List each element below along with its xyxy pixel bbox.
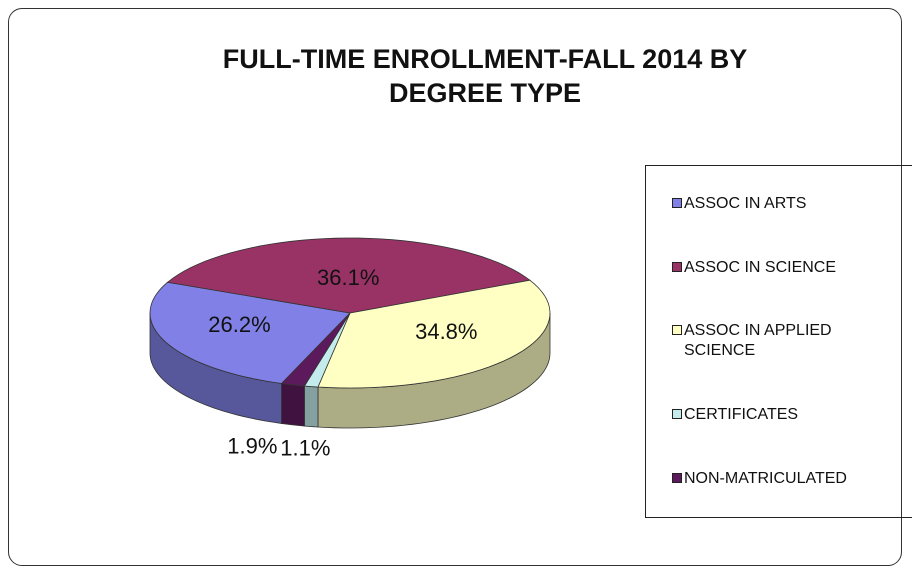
data-label: 26.2% [208,312,270,337]
data-label: 1.9% [227,433,277,458]
legend-item: CERTIFICATES [672,405,912,425]
legend-label: ASSOC IN APPLIED SCIENCE [684,322,832,360]
legend-label: CERTIFICATES [684,406,799,424]
slice [149,281,351,384]
legend-item: ASSOC IN APPLIED SCIENCE [672,321,912,361]
legend-label: ASSOC IN SCIENCE [684,258,837,276]
chart-title: FULL-TIME ENROLLMENT-FALL 2014 BY DEGREE… [222,44,748,108]
legend-item: ASSOC IN SCIENCE [672,258,912,278]
legend: ASSOC IN ARTS ASSOC IN SCIENCE ASSOC IN AP… [645,165,912,518]
data-label: 36.1% [317,265,379,290]
legend-swatch [672,325,682,336]
slice [166,237,531,314]
legend-item: ASSOC IN ARTS [672,194,912,214]
legend-swatch [672,261,682,272]
legend-label: NON-MATRICULATED [684,470,847,488]
legend-swatch [672,473,682,484]
slice-side [304,385,319,428]
legend-swatch [672,409,682,420]
slice [280,312,351,387]
data-label: 34.8% [415,319,477,344]
legend-item: NON-MATRICULATED [672,469,912,489]
legend-label: ASSOC IN ARTS [684,194,807,212]
data-label: 1.1% [280,435,330,460]
legend-swatch [672,197,682,208]
chart-frame [8,8,902,566]
slice-side [281,383,305,427]
slice [317,279,551,389]
